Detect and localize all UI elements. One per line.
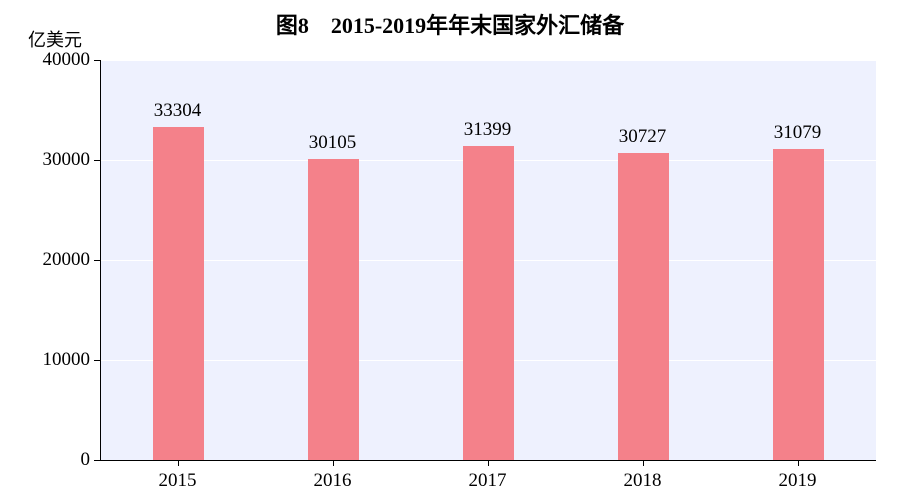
bar-value-label: 30105 [309,132,357,154]
y-tick-mark [94,460,100,461]
x-tick-mark [333,460,334,466]
y-tick-label: 30000 [10,149,90,171]
y-tick-mark [94,160,100,161]
bar-value-label: 31079 [774,122,822,144]
y-tick-mark [94,60,100,61]
bar [618,153,669,460]
bar [773,149,824,460]
x-tick-label: 2015 [159,470,197,492]
y-tick-label: 0 [10,449,90,471]
x-tick-mark [798,460,799,466]
bar [463,146,514,460]
bar [153,127,204,460]
gridline [101,60,876,61]
x-tick-label: 2019 [779,470,817,492]
bar-value-label: 30727 [619,126,667,148]
chart-title: 图8 2015-2019年年末国家外汇储备 [0,8,900,40]
bar-value-label: 31399 [464,119,512,141]
x-tick-mark [643,460,644,466]
bar-value-label: 33304 [154,100,202,122]
y-tick-label: 10000 [10,349,90,371]
x-tick-mark [178,460,179,466]
x-tick-mark [488,460,489,466]
chart-container: 图8 2015-2019年年末国家外汇储备 亿美元 01000020000300… [0,0,900,501]
y-tick-mark [94,360,100,361]
y-tick-mark [94,260,100,261]
y-tick-label: 40000 [10,49,90,71]
bar [308,159,359,460]
y-tick-label: 20000 [10,249,90,271]
x-tick-label: 2018 [624,470,662,492]
x-tick-label: 2017 [469,470,507,492]
x-tick-label: 2016 [314,470,352,492]
